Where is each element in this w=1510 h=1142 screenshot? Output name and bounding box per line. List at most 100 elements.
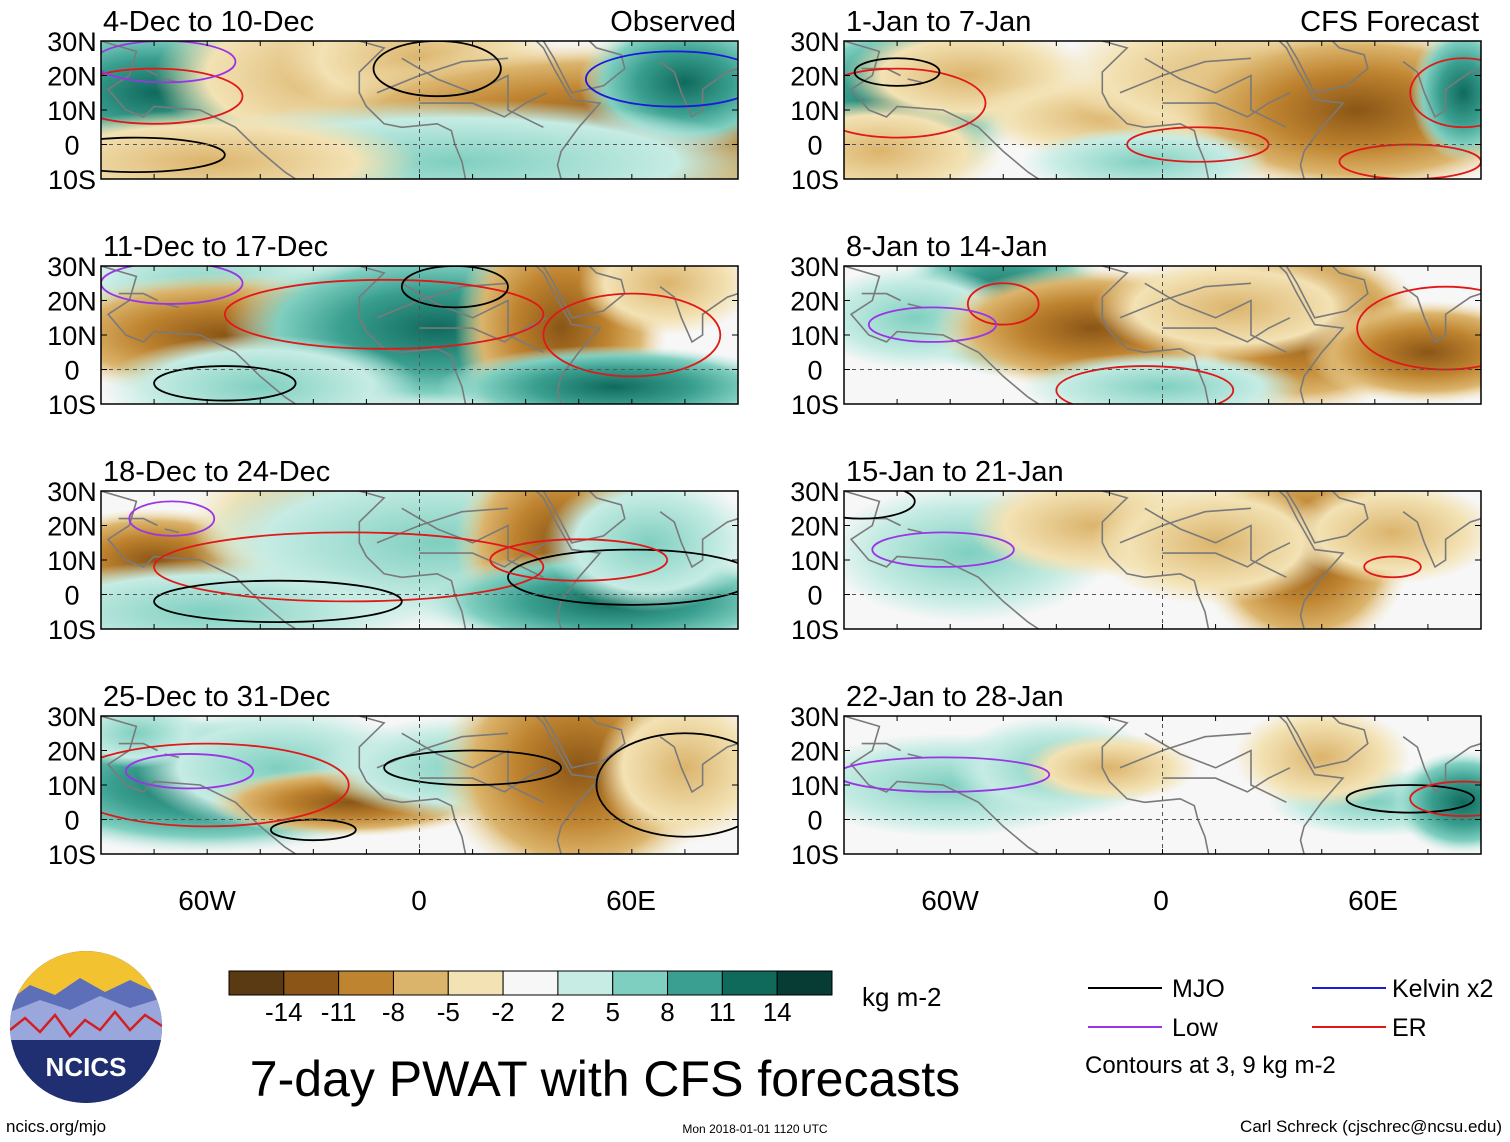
- lat-tick-label: 30N: [47, 252, 97, 282]
- coastline: [1162, 542, 1291, 568]
- coastline: [1119, 507, 1252, 544]
- map-panel: 30N 20N 10N 0 10S 22-Jan to 28-Jan: [790, 681, 1482, 870]
- colorbar-swatch: [228, 970, 285, 996]
- map-panel: 30N 20N 10N 0 10S 25-Dec to 31-Dec: [47, 681, 739, 870]
- wave-contour: [867, 306, 998, 343]
- wave-contour: [101, 136, 226, 173]
- coastline: [419, 767, 548, 793]
- colorbar-tick-label: -14: [265, 997, 303, 1027]
- coastline: [376, 57, 509, 94]
- coastline: [101, 716, 297, 854]
- wave-contour: [1409, 780, 1481, 817]
- wave-contour: [101, 266, 244, 305]
- lon-axis-forecast: 60W 0 60E: [921, 885, 1398, 916]
- coastline: [1119, 732, 1252, 769]
- lat-tick-label: 30N: [790, 27, 840, 57]
- anomaly-region: [578, 266, 738, 335]
- colorbar-swatch: [338, 970, 394, 996]
- timestamp: Mon 2018-01-01 1120 UTC: [682, 1122, 828, 1136]
- colorbar-swatch: [283, 970, 340, 996]
- coastline: [358, 491, 467, 629]
- coastline: [401, 282, 544, 354]
- lat-tick-label: 10S: [791, 615, 839, 645]
- coastline: [358, 716, 467, 854]
- legend-label-er: ER: [1392, 1014, 1427, 1042]
- legend-label-mjo: MJO: [1172, 975, 1225, 1003]
- coastline: [1144, 732, 1287, 804]
- panel-period-title: 18-Dec to 24-Dec: [103, 456, 330, 488]
- coastline: [1144, 57, 1287, 129]
- wave-contour: [128, 500, 216, 537]
- coastline: [1162, 767, 1291, 793]
- colorbar: -14 -11 -8 -5 -2 2 5 8 11 14: [228, 970, 833, 1027]
- wave-contour: [966, 282, 1040, 326]
- lon-tick-60e: 60E: [1348, 885, 1398, 916]
- colorbar-tick-label: 5: [605, 997, 619, 1027]
- coastline: [384, 41, 602, 179]
- coastline: [384, 491, 602, 629]
- colorbar-swatch: [557, 970, 614, 996]
- wave-contour: [871, 531, 1015, 568]
- colorbar-swatch: [721, 970, 778, 996]
- lat-tick-label: 30N: [47, 27, 97, 57]
- wave-contour: [844, 67, 987, 139]
- coastline: [1144, 507, 1287, 579]
- panel-period-title: 8-Jan to 14-Jan: [846, 231, 1048, 263]
- anomaly-region: [1020, 733, 1198, 803]
- coastline: [907, 753, 923, 759]
- coastline: [1101, 266, 1210, 404]
- wave-contour: [1345, 784, 1475, 814]
- coastline: [1402, 736, 1481, 794]
- colorbar-tick-label: -2: [492, 997, 515, 1027]
- panel-period-title: 11-Dec to 17-Dec: [103, 231, 328, 263]
- lat-tick-label: 30N: [47, 477, 97, 507]
- lat-tick-label: 0: [807, 806, 822, 836]
- coastline: [118, 742, 158, 752]
- lat-tick-label: 10S: [48, 615, 96, 645]
- anomaly-region: [1286, 491, 1481, 585]
- legend-label-low: Low: [1172, 1014, 1219, 1042]
- coastline: [1127, 266, 1345, 404]
- coastline: [1101, 716, 1210, 854]
- ncics-logo: NCICS: [10, 951, 162, 1103]
- lat-tick-label: 20N: [790, 287, 840, 317]
- coastline: [419, 542, 548, 568]
- coastline: [384, 266, 602, 404]
- wave-contour: [844, 491, 916, 520]
- wave-contour: [584, 50, 738, 108]
- coastline: [659, 286, 738, 344]
- lat-tick-label: 10N: [47, 546, 97, 576]
- coastline: [861, 292, 901, 302]
- lat-tick-label: 20N: [790, 737, 840, 767]
- coastline: [1101, 41, 1210, 179]
- coastline: [358, 266, 467, 404]
- coastline: [659, 736, 738, 794]
- coastline: [118, 517, 158, 527]
- wave-contour: [153, 365, 297, 402]
- wave-contour: [853, 57, 941, 87]
- wave-contour: [269, 818, 357, 842]
- lat-tick-label: 20N: [790, 512, 840, 542]
- colorbar-tick-label: -11: [321, 997, 357, 1027]
- logo-text: NCICS: [46, 1052, 127, 1082]
- anomaly-region: [101, 110, 420, 179]
- lat-tick-label: 10N: [47, 771, 97, 801]
- lat-tick-label: 0: [64, 806, 79, 836]
- lat-tick-label: 10S: [791, 390, 839, 420]
- anomaly-region: [437, 345, 738, 404]
- website-link[interactable]: ncics.org/mjo: [6, 1117, 106, 1136]
- wave-contour: [153, 531, 545, 603]
- wave-contour: [400, 266, 509, 309]
- coastline: [542, 716, 626, 769]
- coastline: [1101, 491, 1210, 629]
- wave-contour: [1363, 555, 1422, 579]
- lat-tick-label: 10N: [790, 321, 840, 351]
- lon-tick-60w: 60W: [178, 885, 236, 916]
- coastline: [1119, 57, 1252, 94]
- coastline: [844, 716, 1040, 854]
- anomaly-region: [1233, 716, 1411, 810]
- colorbar-tick-label: 2: [551, 997, 565, 1027]
- panel-period-title: 25-Dec to 31-Dec: [103, 681, 330, 713]
- map-panel: 30N 20N 10N 0 10S 8-Jan to 14-Jan: [790, 231, 1482, 420]
